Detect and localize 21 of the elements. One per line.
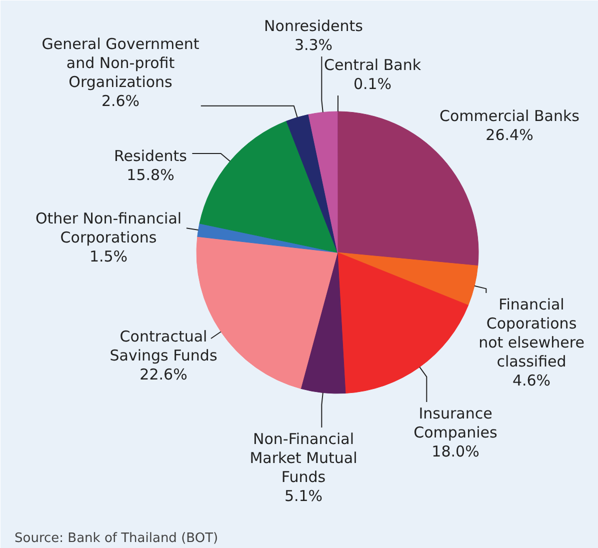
- slice-label: Nonresidents: [264, 17, 364, 35]
- slice-label: Contractual Savings Funds: [110, 328, 218, 364]
- data-label: 18.0%: [432, 442, 480, 460]
- slice-label: Non-Financial Market Mutual Funds: [250, 430, 358, 486]
- data-label: 26.4%: [486, 126, 534, 144]
- slice-label: Commercial Banks: [440, 107, 580, 125]
- data-label: 0.1%: [353, 75, 392, 93]
- data-label: 2.6%: [101, 92, 140, 110]
- slice-label: Financial Coporations not elsewhere classified: [478, 296, 584, 370]
- slice-label: General Government and Non-profit Organizations: [42, 35, 200, 91]
- data-label: 4.6%: [512, 372, 551, 390]
- data-label: 15.8%: [126, 166, 174, 184]
- data-label: 22.6%: [140, 366, 188, 384]
- slice-label: Insurance Companies: [414, 404, 498, 442]
- slice-label: Other Non-financial Corporations: [35, 210, 182, 246]
- slice-label: Central Bank: [324, 56, 422, 74]
- source-note: Source: Bank of Thailand (BOT): [14, 531, 218, 546]
- slice-label: Residents: [114, 147, 188, 165]
- data-label: 3.3%: [294, 36, 333, 54]
- data-label: 1.5%: [89, 248, 128, 266]
- data-label: 5.1%: [284, 487, 323, 505]
